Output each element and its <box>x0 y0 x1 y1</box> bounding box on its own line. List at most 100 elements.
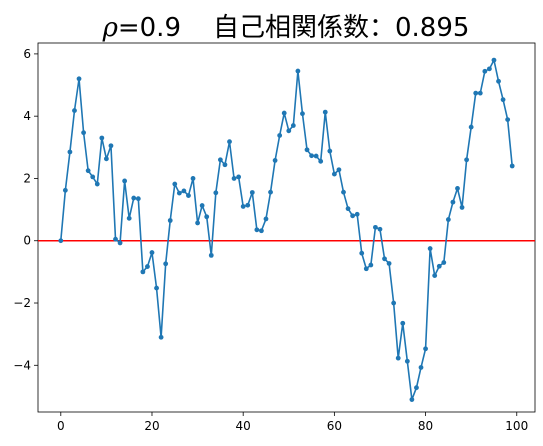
data-point <box>103 156 109 162</box>
y-tick-label: 6 <box>23 47 31 61</box>
data-point <box>249 190 255 195</box>
data-point <box>382 256 387 262</box>
data-point <box>195 220 200 226</box>
data-point <box>341 189 346 195</box>
data-point <box>363 266 369 272</box>
data-point <box>418 365 424 370</box>
data-point <box>154 285 159 291</box>
data-point <box>386 261 392 266</box>
data-point <box>85 168 91 174</box>
data-point <box>62 187 68 193</box>
data-point <box>450 199 456 205</box>
data-point <box>58 238 64 244</box>
data-point <box>99 135 105 141</box>
data-point <box>163 261 169 267</box>
data-point <box>473 90 479 96</box>
data-point <box>309 153 314 159</box>
data-point <box>213 190 219 196</box>
data-point <box>145 264 150 269</box>
data-point <box>245 202 251 208</box>
data-point <box>373 224 378 230</box>
data-point <box>400 320 406 326</box>
data-point <box>336 167 342 173</box>
data-point <box>126 215 132 221</box>
data-point <box>436 263 442 269</box>
data-point <box>158 334 164 340</box>
data-point <box>318 158 324 164</box>
data-point <box>500 97 506 103</box>
data-point <box>368 262 374 268</box>
x-tick-label: 40 <box>236 419 251 433</box>
data-point <box>345 206 351 212</box>
data-point <box>482 68 488 74</box>
data-point <box>199 203 205 208</box>
data-point <box>277 133 283 138</box>
data-point <box>176 190 182 196</box>
data-point <box>222 162 228 168</box>
data-point <box>259 228 264 234</box>
data-point <box>268 189 273 195</box>
data-point <box>190 176 196 181</box>
series-line <box>60 59 513 401</box>
data-point <box>231 176 237 181</box>
x-tick-label: 0 <box>57 419 65 433</box>
x-tick-label: 20 <box>144 419 159 433</box>
data-point <box>414 385 419 391</box>
data-point <box>122 178 128 184</box>
data-point <box>290 123 296 128</box>
data-point <box>117 240 123 246</box>
data-point <box>167 218 173 223</box>
data-point <box>395 355 401 361</box>
data-point <box>135 196 141 202</box>
title-rho-value: =0.9 <box>118 13 181 43</box>
data-point <box>445 217 451 222</box>
y-tick-label: −4 <box>13 358 31 372</box>
data-point <box>149 250 155 255</box>
data-point <box>322 109 328 115</box>
data-point <box>496 78 501 84</box>
data-point <box>263 216 269 222</box>
data-point <box>409 397 415 402</box>
data-point <box>108 143 114 149</box>
y-tick-label: 2 <box>23 171 31 185</box>
data-point <box>464 157 470 163</box>
data-point <box>487 66 492 72</box>
data-point <box>272 157 278 163</box>
x-tick-label: 60 <box>327 419 342 433</box>
data-point <box>468 124 474 130</box>
x-tick-label: 80 <box>418 419 433 433</box>
plot-frame <box>37 42 536 413</box>
data-point <box>350 213 356 219</box>
data-point <box>391 300 397 306</box>
data-point <box>76 76 82 82</box>
data-point <box>217 157 223 163</box>
y-tick-label: 0 <box>23 234 31 248</box>
data-point <box>131 195 137 201</box>
data-point <box>491 57 497 63</box>
data-point <box>90 174 96 180</box>
data-point <box>94 181 100 187</box>
data-point <box>140 269 146 275</box>
data-point <box>286 128 292 134</box>
data-point <box>432 273 438 279</box>
chart-title: ρ=0.9 自己相関係数：0.895 <box>102 13 470 43</box>
data-point <box>300 111 305 117</box>
data-point <box>181 188 187 194</box>
data-point <box>423 346 428 352</box>
data-point <box>427 246 433 251</box>
data-point <box>313 153 319 159</box>
title-rho-symbol: ρ <box>102 13 119 43</box>
data-point <box>327 148 333 154</box>
data-point <box>295 68 301 74</box>
data-point <box>81 130 86 136</box>
data-point <box>67 149 73 155</box>
data-point <box>354 211 360 217</box>
data-point <box>477 90 483 96</box>
data-point <box>113 236 118 242</box>
data-point <box>172 181 178 187</box>
data-point <box>441 260 447 265</box>
data-point <box>455 186 460 191</box>
x-tick-label: 100 <box>505 419 528 433</box>
data-point <box>304 147 310 153</box>
data-point <box>509 163 515 169</box>
